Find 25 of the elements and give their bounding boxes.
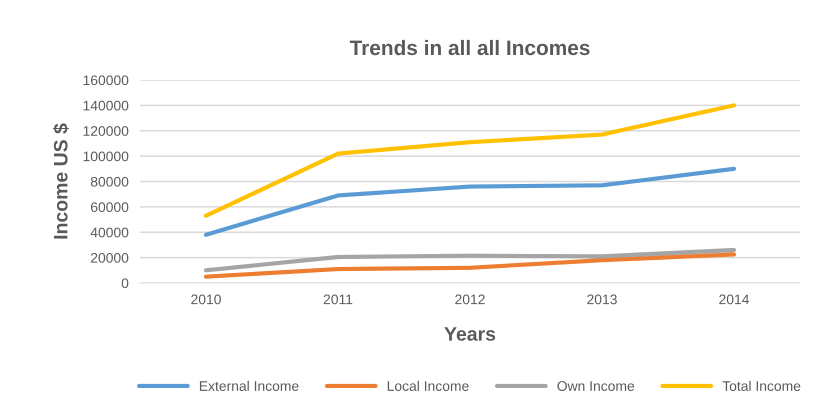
y-tick-label: 40000 (90, 228, 128, 238)
y-tick-label: 160000 (84, 75, 128, 86)
x-axis-title: Years (444, 327, 496, 341)
legend-label: Local Income (388, 380, 469, 391)
line-series (204, 248, 736, 272)
line-series (204, 103, 736, 218)
y-tick-label: 0 (122, 278, 128, 288)
y-tick-label: 100000 (84, 151, 128, 162)
y-tick-label: 120000 (84, 126, 128, 136)
y-axis-title: Income US $ (52, 123, 69, 239)
x-tick-label: 2014 (719, 294, 750, 304)
chart-title: Trends in all all Incomes (350, 40, 590, 56)
line-series (204, 166, 736, 237)
legend-label: Total Income (722, 380, 800, 391)
x-tick-label: 2010 (191, 294, 221, 304)
y-tick-label: 80000 (90, 176, 128, 187)
x-tick-label: 2011 (324, 294, 352, 304)
line-series (204, 252, 736, 279)
x-tick-label: 2013 (587, 294, 617, 304)
x-tick-label: 2012 (455, 294, 485, 304)
y-tick-label: 20000 (90, 252, 128, 263)
y-tick-label: 60000 (90, 202, 128, 212)
legend-label: Own Income (557, 381, 634, 391)
y-tick-label: 140000 (84, 100, 128, 111)
legend-label: External Income (200, 380, 299, 391)
